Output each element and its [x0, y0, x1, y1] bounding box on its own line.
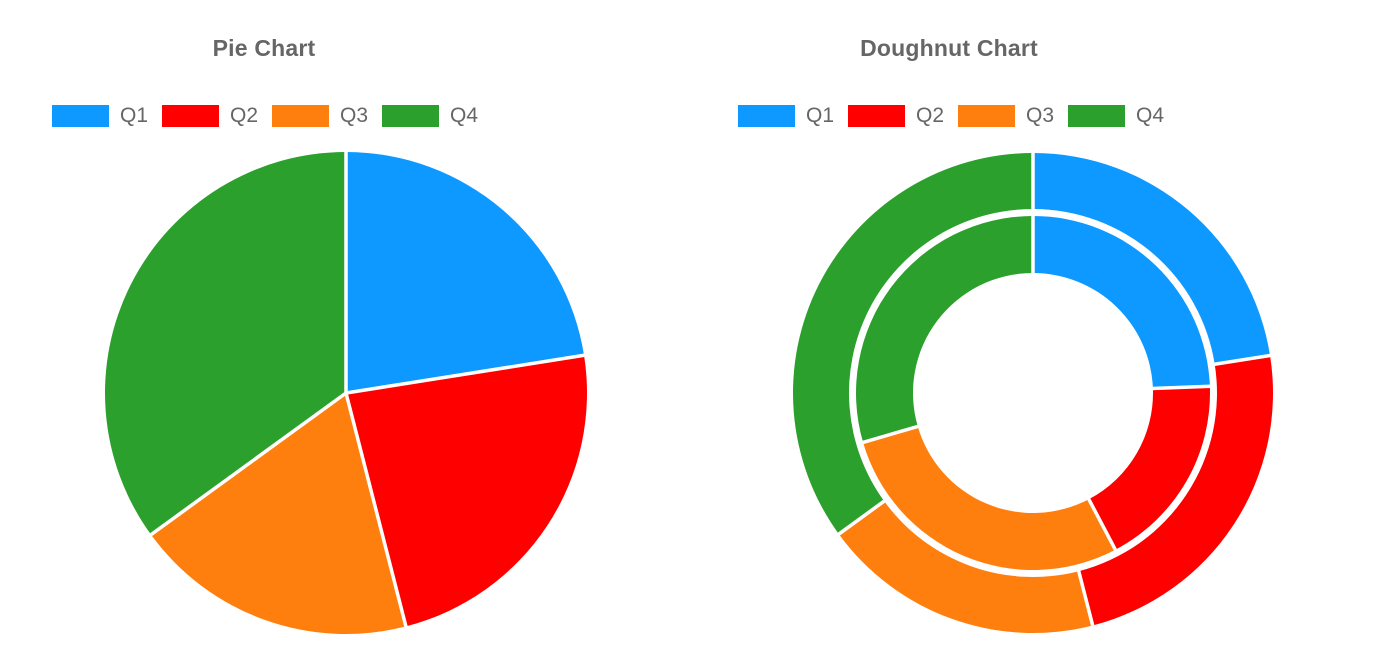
- slice-border: [1151, 384, 1211, 391]
- legend-label-q1: Q1: [806, 104, 835, 127]
- legend-swatch-q3: [958, 105, 1016, 127]
- legend-swatch-q4: [382, 105, 440, 127]
- slice-border: [1213, 353, 1272, 367]
- legend-label-q2: Q2: [916, 104, 945, 127]
- pie-chart-legend: Q1 Q2 Q3 Q4: [52, 104, 478, 128]
- legend-label-q1: Q1: [120, 104, 149, 127]
- doughnut-legend-item-q4[interactable]: Q4: [1068, 104, 1164, 128]
- pie-slice-q4[interactable]: [105, 152, 346, 535]
- legend-swatch-q4: [1068, 105, 1126, 127]
- pie-slice-q2[interactable]: [346, 355, 587, 627]
- pie-chart-title: Pie Chart: [212, 35, 316, 61]
- doughnut-outer-slice-q4[interactable]: [793, 153, 1033, 535]
- pie-legend-item-q4[interactable]: Q4: [382, 104, 478, 128]
- pie-legend-item-q3[interactable]: Q3: [272, 104, 368, 128]
- pie-chart-panel: Pie Chart Q1 Q2 Q3 Q4: [52, 35, 587, 635]
- legend-swatch-q2: [848, 105, 906, 127]
- legend-swatch-q2: [162, 105, 220, 127]
- doughnut-inner-slice-q1[interactable]: [1033, 216, 1210, 389]
- doughnut-chart-title: Doughnut Chart: [860, 35, 1038, 61]
- doughnut-outer-slice-q1[interactable]: [1033, 153, 1271, 365]
- doughnut-inner-slice-q3[interactable]: [863, 426, 1116, 571]
- slice-border: [1086, 497, 1118, 552]
- pie-chart: [105, 151, 587, 635]
- doughnut-chart-panel: Doughnut Chart Q1 Q2 Q3 Q4: [690, 0, 1380, 666]
- pie-legend-item-q2[interactable]: Q2: [162, 104, 258, 128]
- pie-slice-q3[interactable]: [151, 393, 406, 635]
- doughnut-legend-item-q3[interactable]: Q3: [958, 104, 1054, 128]
- slice-border: [344, 392, 408, 628]
- doughnut-outer-slice-q3[interactable]: [838, 501, 1093, 634]
- slice-border: [1076, 569, 1095, 627]
- doughnut-inner-slice-q4[interactable]: [856, 216, 1033, 443]
- doughnut-legend-item-q1[interactable]: Q1: [738, 104, 834, 128]
- legend-label-q4: Q4: [1136, 104, 1165, 127]
- doughnut-chart-legend: Q1 Q2 Q3 Q4: [738, 104, 1164, 128]
- legend-label-q3: Q3: [340, 104, 369, 127]
- slice-border: [861, 424, 920, 445]
- legend-swatch-q1: [52, 105, 109, 127]
- doughnut-inner-slice-q2[interactable]: [1088, 386, 1210, 550]
- legend-swatch-q1: [738, 105, 795, 127]
- legend-swatch-q3: [272, 105, 330, 127]
- doughnut-chart: [793, 152, 1274, 634]
- slice-border: [149, 391, 348, 537]
- legend-label-q4: Q4: [450, 104, 479, 127]
- legend-label-q3: Q3: [1026, 104, 1055, 127]
- legend-label-q2: Q2: [230, 104, 259, 127]
- slice-border: [345, 353, 586, 395]
- pie-legend-item-q1[interactable]: Q1: [52, 104, 148, 128]
- doughnut-outer-slice-q2[interactable]: [1078, 355, 1274, 626]
- pie-slice-q1[interactable]: [346, 152, 585, 393]
- doughnut-legend-item-q2[interactable]: Q2: [848, 104, 944, 128]
- slice-border: [837, 499, 886, 537]
